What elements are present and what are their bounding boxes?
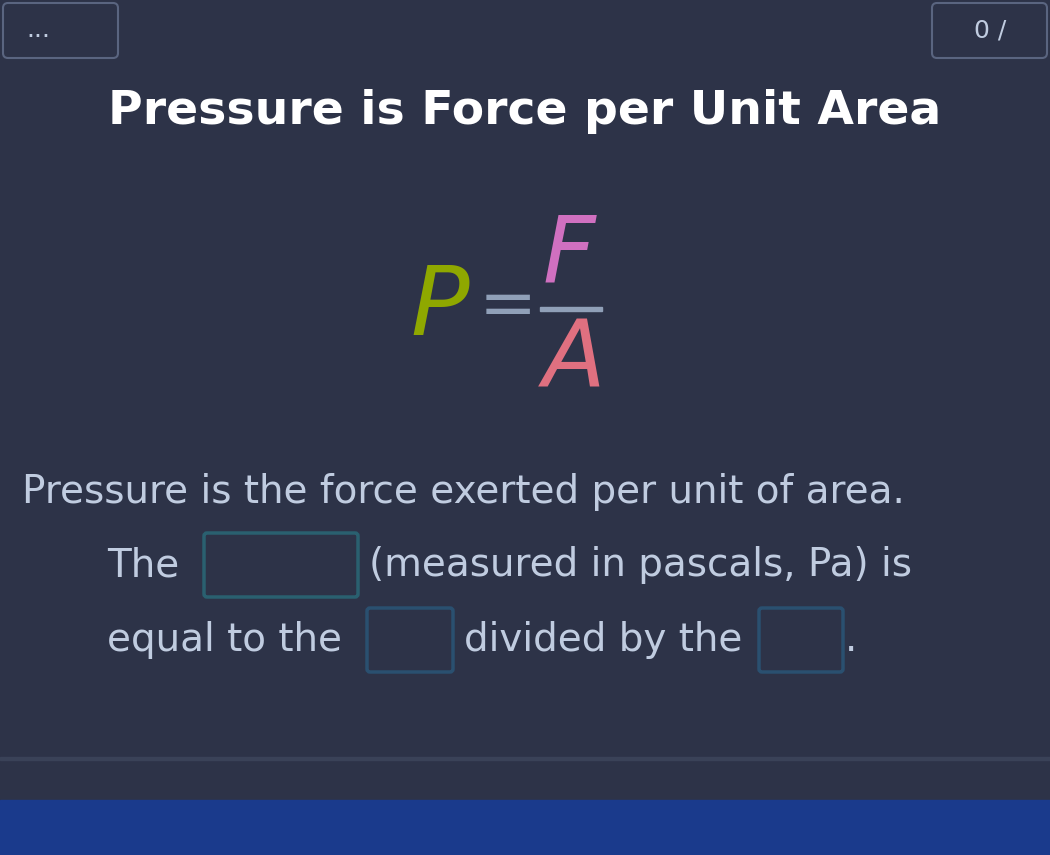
FancyBboxPatch shape (759, 608, 843, 672)
Bar (540, 307, 602, 310)
Text: ...: ... (26, 18, 50, 42)
Text: (measured in pascals, Pa) is: (measured in pascals, Pa) is (369, 546, 912, 584)
Text: $=$: $=$ (465, 272, 531, 339)
FancyBboxPatch shape (3, 3, 118, 58)
Bar (0, 800, 1050, 855)
Text: $\mathit{F}$: $\mathit{F}$ (542, 212, 597, 300)
FancyBboxPatch shape (368, 608, 453, 672)
Text: .: . (845, 621, 858, 659)
Text: divided by the: divided by the (464, 621, 755, 659)
Text: 0 /: 0 / (974, 18, 1006, 42)
Text: Pressure is the force exerted per unit of area.: Pressure is the force exerted per unit o… (22, 473, 905, 511)
Text: The: The (107, 546, 191, 584)
Bar (0, 757, 1050, 760)
Text: equal to the: equal to the (107, 621, 355, 659)
Text: $\mathit{P}$: $\mathit{P}$ (410, 261, 470, 355)
FancyBboxPatch shape (932, 3, 1047, 58)
Text: Pressure is Force per Unit Area: Pressure is Force per Unit Area (108, 90, 942, 134)
FancyBboxPatch shape (204, 533, 358, 597)
Text: $\mathit{A}$: $\mathit{A}$ (539, 315, 602, 404)
